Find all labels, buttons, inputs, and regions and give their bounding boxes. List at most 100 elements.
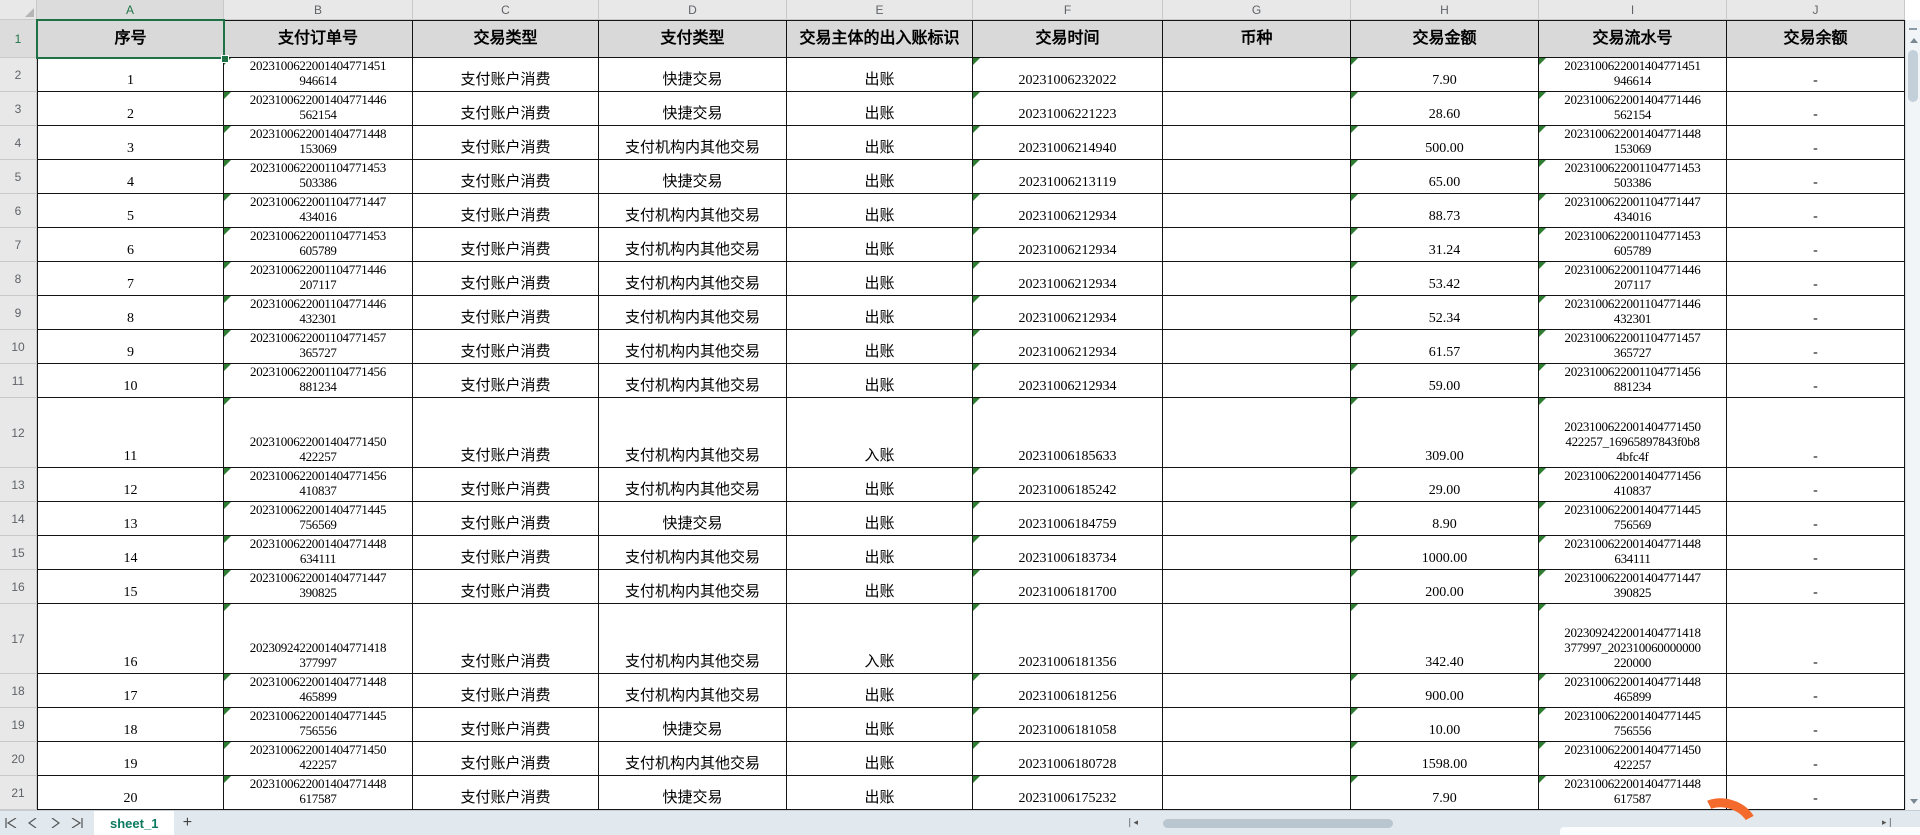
cell-H10[interactable]: 61.57 <box>1351 330 1539 364</box>
cell-I3[interactable]: 2023100622001404771446 562154 <box>1539 92 1727 126</box>
row-header-21[interactable]: 21 <box>0 776 37 810</box>
cell-D12[interactable]: 支付机构内其他交易 <box>599 398 787 468</box>
cell-F17[interactable]: 20231006181356 <box>973 604 1163 674</box>
horizontal-scrollbar-thumb[interactable] <box>1163 819 1393 828</box>
cell-F11[interactable]: 20231006212934 <box>973 364 1163 398</box>
cell-D18[interactable]: 支付机构内其他交易 <box>599 674 787 708</box>
cell-I8[interactable]: 2023100622001104771446 207117 <box>1539 262 1727 296</box>
cell-G10[interactable] <box>1163 330 1351 364</box>
row-header-3[interactable]: 3 <box>0 92 37 126</box>
cell-D19[interactable]: 快捷交易 <box>599 708 787 742</box>
cell-G20[interactable] <box>1163 742 1351 776</box>
cell-E5[interactable]: 出账 <box>787 160 973 194</box>
cell-D9[interactable]: 支付机构内其他交易 <box>599 296 787 330</box>
cell-C14[interactable]: 支付账户消费 <box>413 502 599 536</box>
column-header-F[interactable]: F <box>973 0 1163 20</box>
cell-G1[interactable]: 币种 <box>1163 20 1351 58</box>
cell-F8[interactable]: 20231006212934 <box>973 262 1163 296</box>
last-sheet-button[interactable] <box>66 811 88 835</box>
cell-C15[interactable]: 支付账户消费 <box>413 536 599 570</box>
cell-A1[interactable]: 序号 <box>37 20 224 58</box>
cell-H18[interactable]: 900.00 <box>1351 674 1539 708</box>
cell-C2[interactable]: 支付账户消费 <box>413 58 599 92</box>
cell-E14[interactable]: 出账 <box>787 502 973 536</box>
cell-E18[interactable]: 出账 <box>787 674 973 708</box>
cell-C1[interactable]: 交易类型 <box>413 20 599 58</box>
row-header-20[interactable]: 20 <box>0 742 37 776</box>
cell-B6[interactable]: 2023100622001104771447 434016 <box>224 194 413 228</box>
cell-I2[interactable]: 2023100622001404771451 946614 <box>1539 58 1727 92</box>
cell-G16[interactable] <box>1163 570 1351 604</box>
cell-H4[interactable]: 500.00 <box>1351 126 1539 160</box>
cell-G4[interactable] <box>1163 126 1351 160</box>
cell-I7[interactable]: 2023100622001104771453 605789 <box>1539 228 1727 262</box>
add-sheet-button[interactable]: + <box>182 814 193 831</box>
cell-G13[interactable] <box>1163 468 1351 502</box>
cell-H7[interactable]: 31.24 <box>1351 228 1539 262</box>
cell-H1[interactable]: 交易金额 <box>1351 20 1539 58</box>
cell-B3[interactable]: 2023100622001404771446 562154 <box>224 92 413 126</box>
cell-H14[interactable]: 8.90 <box>1351 502 1539 536</box>
cell-C8[interactable]: 支付账户消费 <box>413 262 599 296</box>
cell-H6[interactable]: 88.73 <box>1351 194 1539 228</box>
cell-J12[interactable]: - <box>1727 398 1905 468</box>
cell-I20[interactable]: 2023100622001404771450 422257 <box>1539 742 1727 776</box>
cell-E16[interactable]: 出账 <box>787 570 973 604</box>
cell-G7[interactable] <box>1163 228 1351 262</box>
cell-C10[interactable]: 支付账户消费 <box>413 330 599 364</box>
cell-B10[interactable]: 2023100622001104771457 365727 <box>224 330 413 364</box>
cell-H15[interactable]: 1000.00 <box>1351 536 1539 570</box>
cell-A6[interactable]: 5 <box>37 194 224 228</box>
cell-G17[interactable] <box>1163 604 1351 674</box>
select-all-corner[interactable] <box>0 0 37 20</box>
cell-D3[interactable]: 快捷交易 <box>599 92 787 126</box>
cell-J7[interactable]: - <box>1727 228 1905 262</box>
column-header-D[interactable]: D <box>599 0 787 20</box>
cell-I4[interactable]: 2023100622001404771448 153069 <box>1539 126 1727 160</box>
cell-B19[interactable]: 2023100622001404771445 756556 <box>224 708 413 742</box>
cell-B11[interactable]: 2023100622001104771456 881234 <box>224 364 413 398</box>
cell-J16[interactable]: - <box>1727 570 1905 604</box>
cell-H19[interactable]: 10.00 <box>1351 708 1539 742</box>
cell-G12[interactable] <box>1163 398 1351 468</box>
column-header-A[interactable]: A <box>37 0 224 20</box>
cell-D21[interactable]: 快捷交易 <box>599 776 787 810</box>
cell-A16[interactable]: 15 <box>37 570 224 604</box>
cell-B17[interactable]: 2023092422001404771418 377997 <box>224 604 413 674</box>
row-header-4[interactable]: 4 <box>0 126 37 160</box>
cell-D14[interactable]: 快捷交易 <box>599 502 787 536</box>
cell-D17[interactable]: 支付机构内其他交易 <box>599 604 787 674</box>
cell-J21[interactable]: - <box>1727 776 1905 810</box>
cell-D20[interactable]: 支付机构内其他交易 <box>599 742 787 776</box>
cell-G21[interactable] <box>1163 776 1351 810</box>
column-header-I[interactable]: I <box>1539 0 1727 20</box>
cell-B21[interactable]: 2023100622001404771448 617587 <box>224 776 413 810</box>
cell-E9[interactable]: 出账 <box>787 296 973 330</box>
cell-E19[interactable]: 出账 <box>787 708 973 742</box>
cell-J9[interactable]: - <box>1727 296 1905 330</box>
cell-G18[interactable] <box>1163 674 1351 708</box>
row-header-9[interactable]: 9 <box>0 296 37 330</box>
cell-F16[interactable]: 20231006181700 <box>973 570 1163 604</box>
cell-H21[interactable]: 7.90 <box>1351 776 1539 810</box>
cell-G15[interactable] <box>1163 536 1351 570</box>
cell-I14[interactable]: 2023100622001404771445 756569 <box>1539 502 1727 536</box>
cell-B8[interactable]: 2023100622001104771446 207117 <box>224 262 413 296</box>
cell-A10[interactable]: 9 <box>37 330 224 364</box>
cell-C7[interactable]: 支付账户消费 <box>413 228 599 262</box>
cell-A15[interactable]: 14 <box>37 536 224 570</box>
cell-D4[interactable]: 支付机构内其他交易 <box>599 126 787 160</box>
cell-I17[interactable]: 2023092422001404771418 377997_20231006000… <box>1539 604 1727 674</box>
cell-A14[interactable]: 13 <box>37 502 224 536</box>
cell-C12[interactable]: 支付账户消费 <box>413 398 599 468</box>
cell-I12[interactable]: 2023100622001404771450 422257_16965897843… <box>1539 398 1727 468</box>
cell-C16[interactable]: 支付账户消费 <box>413 570 599 604</box>
vertical-scrollbar-thumb[interactable] <box>1908 50 1918 102</box>
selection-fill-handle[interactable] <box>221 55 229 63</box>
cell-C13[interactable]: 支付账户消费 <box>413 468 599 502</box>
row-header-5[interactable]: 5 <box>0 160 37 194</box>
cell-J5[interactable]: - <box>1727 160 1905 194</box>
cell-B16[interactable]: 2023100622001404771447 390825 <box>224 570 413 604</box>
cell-I15[interactable]: 2023100622001404771448 634111 <box>1539 536 1727 570</box>
cell-E13[interactable]: 出账 <box>787 468 973 502</box>
